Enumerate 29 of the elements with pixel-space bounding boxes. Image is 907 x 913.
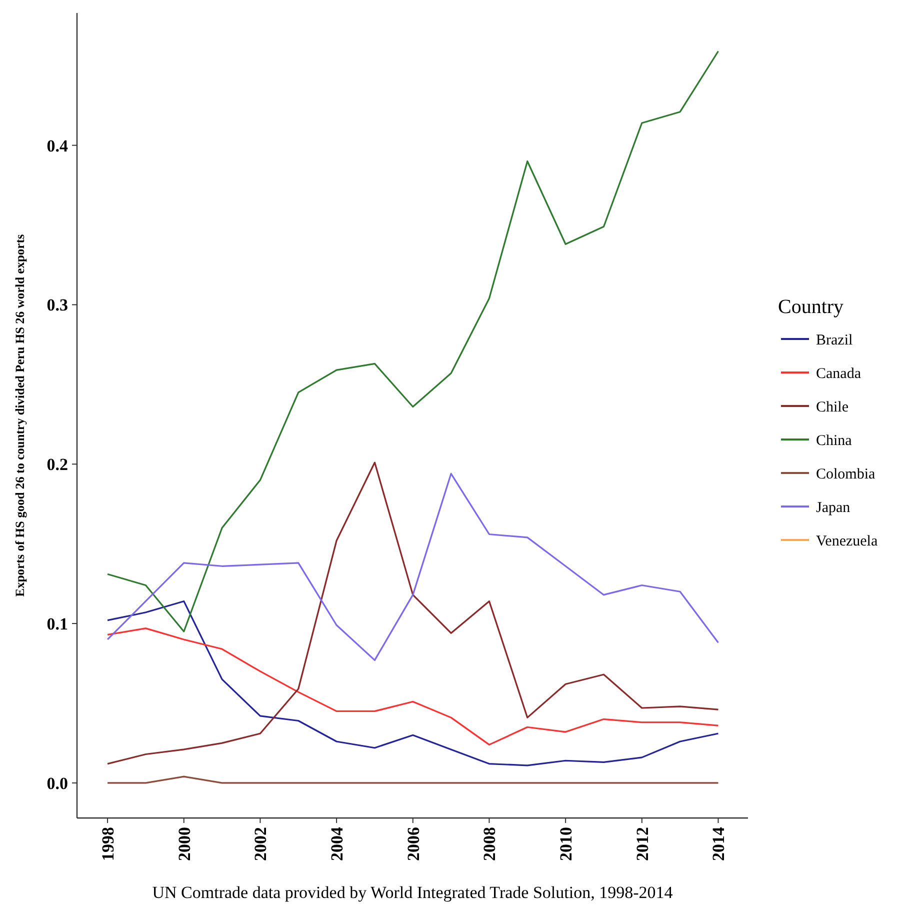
legend-label: Brazil	[816, 332, 853, 348]
line-series	[106, 462, 720, 765]
line-series	[106, 628, 720, 746]
x-tick-label: 2002	[251, 827, 270, 861]
x-tick-label: 2010	[556, 827, 576, 861]
x-tick-label: 2012	[632, 827, 652, 861]
x-tick-label: 2006	[404, 827, 423, 861]
legend-label: Chile	[816, 399, 849, 416]
line-series	[106, 472, 720, 661]
x-axis-title: UN Comtrade data provided by World Integrated Trade Solution, 1998-2014	[152, 883, 674, 902]
line-series	[106, 50, 720, 632]
legend-label: China	[816, 432, 852, 449]
legend-label: Canada	[816, 366, 862, 382]
legend-label: Colombia	[816, 466, 876, 482]
y-tick-label: 0.4	[46, 136, 68, 156]
x-tick-label: 2004	[327, 826, 346, 861]
y-tick-label: 0.0	[46, 774, 68, 793]
y-tick-label: 0.1	[46, 614, 68, 634]
legend-label: Japan	[816, 500, 851, 516]
legend-label: Venezuela	[816, 533, 878, 550]
line-series	[106, 600, 720, 766]
x-tick-label: 1998	[98, 827, 118, 861]
x-tick-label: 2000	[174, 827, 194, 861]
y-axis-title: Exports of HS good 26 to country divided Peru HS 26 world exports	[13, 234, 27, 597]
y-tick-label: 0.2	[46, 455, 68, 474]
x-tick-label: 2008	[480, 827, 500, 861]
legend-title: Country	[778, 296, 844, 318]
y-tick-label: 0.3	[46, 296, 68, 315]
x-tick-label: 2014	[709, 826, 728, 861]
